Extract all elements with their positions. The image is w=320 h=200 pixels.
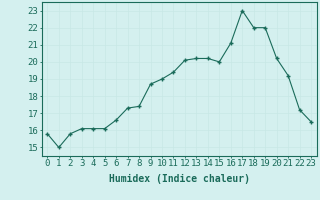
X-axis label: Humidex (Indice chaleur): Humidex (Indice chaleur) bbox=[109, 174, 250, 184]
